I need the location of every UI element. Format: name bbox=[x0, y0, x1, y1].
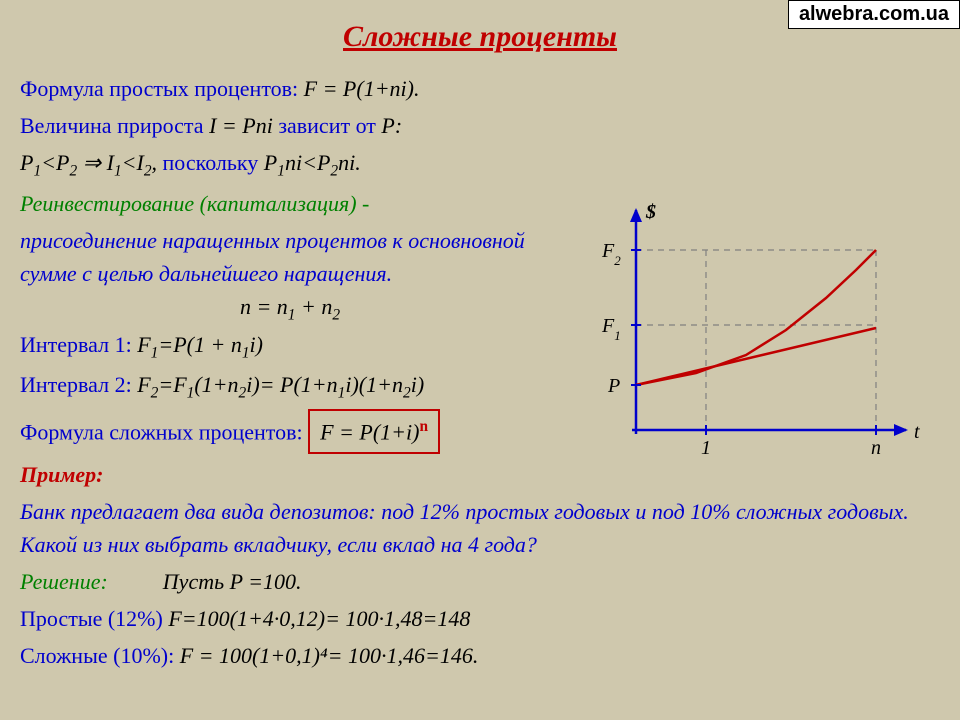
compound-formula-base: F = P(1+i) bbox=[320, 419, 419, 444]
interval-1-formula: F1=P(1 + n1i) bbox=[137, 332, 263, 357]
interval-1-label: Интервал 1: bbox=[20, 332, 132, 357]
solution-let: Пусть P =100. bbox=[163, 569, 302, 594]
svg-text:F2: F2 bbox=[601, 240, 621, 268]
svg-text:F1: F1 bbox=[601, 315, 621, 343]
simple-calc-line: Простые (12%) F=100(1+4·0,12)= 100·1,48=… bbox=[20, 602, 940, 635]
interest-chart: $ t P F1 F2 1 n bbox=[576, 190, 936, 470]
svg-text:$: $ bbox=[645, 201, 656, 223]
compound-calc-label: Сложные (10%): bbox=[20, 643, 174, 668]
simple-formula-line: Формула простых процентов: F = P(1+ni). bbox=[20, 72, 940, 105]
watermark: alwebra.com.ua bbox=[788, 0, 960, 29]
svg-text:t: t bbox=[914, 421, 920, 443]
interval-2-formula: F2=F1(1+n2i)= P(1+n1i)(1+n2i) bbox=[137, 372, 424, 397]
interval-2-label: Интервал 2: bbox=[20, 372, 132, 397]
growth-line-1: Величина прироста I = Pni зависит от P: bbox=[20, 109, 940, 142]
reinvest-heading: Реинвестирование (капитализация) - bbox=[20, 187, 560, 220]
simple-calc: F=100(1+4·0,12)= 100·1,48=148 bbox=[168, 606, 470, 631]
solution-line: Решение: Пусть P =100. bbox=[20, 565, 940, 598]
simple-formula-label: Формула простых процентов: bbox=[20, 76, 298, 101]
inequality-word: поскольку bbox=[163, 150, 259, 175]
inequality-line: P1<P2 ⇒ I1<I2, поскольку P1ni<P2ni. bbox=[20, 146, 940, 183]
growth-formula: I = Pni bbox=[209, 113, 273, 138]
example-body: Банк предлагает два вида депозитов: под … bbox=[20, 495, 940, 561]
n-formula: n = n1 + n2 bbox=[20, 294, 560, 324]
growth-label-3: P: bbox=[381, 113, 402, 138]
solution-label: Решение: bbox=[20, 569, 108, 594]
svg-text:n: n bbox=[871, 437, 881, 459]
simple-formula: F = P(1+ni). bbox=[304, 76, 420, 101]
compound-calc: F = 100(1+0,1)⁴= 100·1,46=146. bbox=[180, 643, 479, 668]
inequality-2: P1ni<P2ni. bbox=[264, 150, 361, 175]
compound-formula-box: F = P(1+i)n bbox=[308, 409, 440, 454]
chart-svg: $ t P F1 F2 1 n bbox=[576, 190, 936, 470]
interval-1-line: Интервал 1: F1=P(1 + n1i) bbox=[20, 328, 560, 365]
growth-label-1: Величина прироста bbox=[20, 113, 204, 138]
compound-calc-line: Сложные (10%): F = 100(1+0,1)⁴= 100·1,46… bbox=[20, 639, 940, 672]
compound-formula-exp: n bbox=[419, 418, 428, 435]
growth-label-2: зависит от bbox=[278, 113, 376, 138]
simple-calc-label: Простые (12%) bbox=[20, 606, 163, 631]
compound-formula-label: Формула сложных процентов: bbox=[20, 419, 303, 444]
reinvest-block: Реинвестирование (капитализация) - присо… bbox=[20, 187, 560, 290]
reinvest-body: присоединение наращенных процентов к осн… bbox=[20, 224, 560, 290]
interval-2-line: Интервал 2: F2=F1(1+n2i)= P(1+n1i)(1+n2i… bbox=[20, 368, 560, 405]
svg-text:P: P bbox=[607, 375, 620, 397]
svg-text:1: 1 bbox=[701, 437, 711, 459]
inequality-1: P1<P2 ⇒ I1<I2, bbox=[20, 150, 157, 175]
